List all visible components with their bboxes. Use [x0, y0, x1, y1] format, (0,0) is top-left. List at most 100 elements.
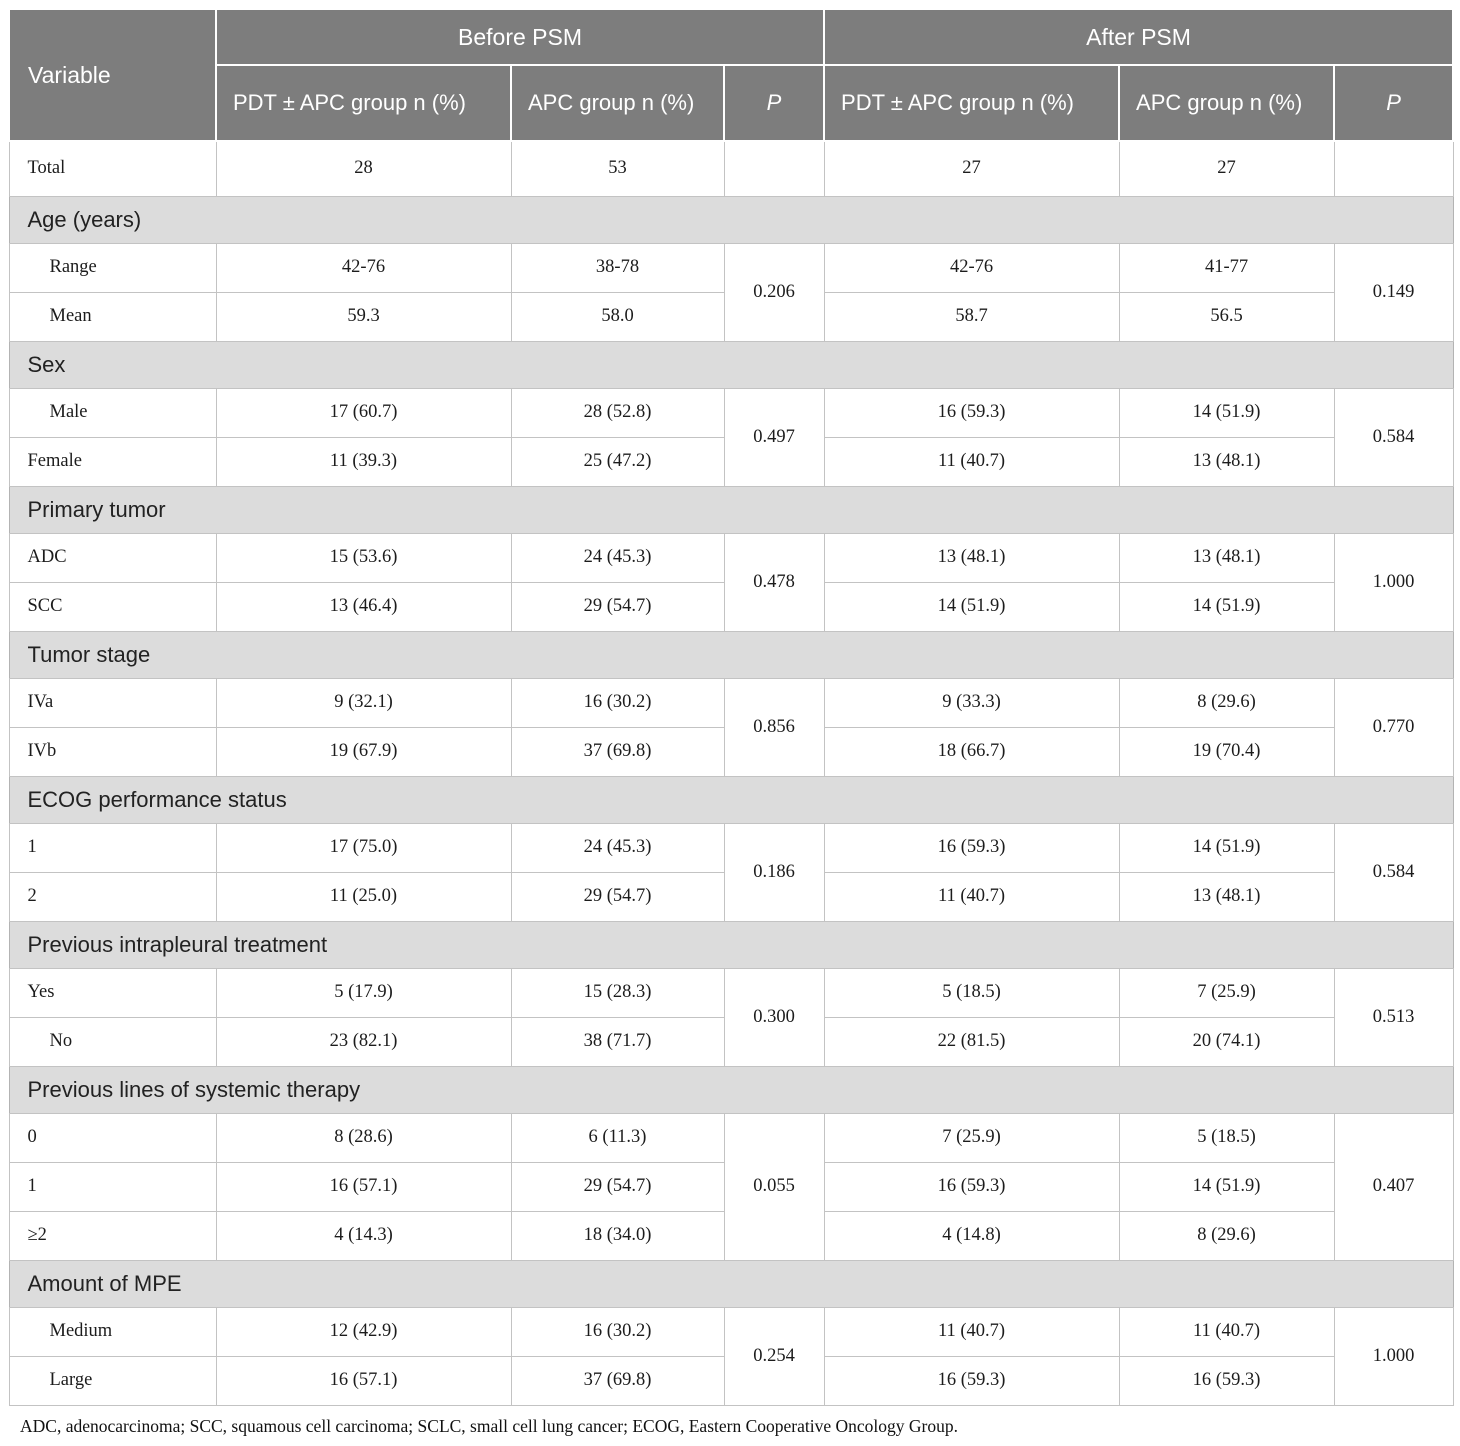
section-title: Primary tumor: [8, 485, 1454, 534]
value-cell: 5 (18.5): [823, 967, 1120, 1018]
row-label: Mean: [8, 291, 217, 342]
section-header-row: Amount of MPE: [8, 1259, 1454, 1308]
value-cell: 17 (75.0): [215, 822, 512, 873]
row-label: Yes: [8, 967, 217, 1018]
value-cell: 4 (14.3): [215, 1210, 512, 1261]
value-cell: 8 (28.6): [215, 1112, 512, 1163]
table-row: No 23 (82.1) 38 (71.7) 22 (81.5) 20 (74.…: [8, 1016, 1453, 1067]
value-cell: 19 (67.9): [215, 726, 512, 777]
value-cell: 7 (25.9): [1118, 967, 1335, 1018]
value-cell: 37 (69.8): [510, 726, 725, 777]
section-title: Previous intrapleural treatment: [8, 920, 1454, 969]
value-cell: 53: [510, 140, 725, 197]
row-label: 1: [8, 1161, 217, 1212]
section-header-row: ECOG performance status: [8, 775, 1454, 824]
value-cell: 29 (54.7): [510, 1161, 725, 1212]
row-label: Total: [8, 140, 217, 197]
value-cell: 11 (40.7): [823, 871, 1120, 922]
value-cell: 59.3: [215, 291, 512, 342]
p-value-cell: 0.770: [1333, 677, 1454, 777]
before-pdt-apc-column-header: PDT ± APC group n (%): [215, 64, 512, 142]
table-row: IVa 9 (32.1) 16 (30.2) 0.856 9 (33.3) 8 …: [8, 677, 1454, 777]
before-p-value-column-header: P: [722, 64, 826, 142]
value-cell: 11 (39.3): [215, 436, 512, 487]
value-cell: 24 (45.3): [510, 532, 725, 583]
value-cell: 28 (52.8): [510, 387, 725, 438]
p-value-cell: 0.856: [723, 677, 825, 777]
value-cell: 16 (57.1): [215, 1355, 512, 1406]
value-cell: 9 (33.3): [823, 677, 1120, 728]
value-cell: 14 (51.9): [1118, 581, 1335, 632]
section-header-row: Previous lines of systemic therapy: [8, 1065, 1454, 1114]
p-value-cell: [723, 140, 825, 197]
value-cell: 13 (48.1): [823, 532, 1120, 583]
value-cell: 5 (17.9): [215, 967, 512, 1018]
p-value-cell: 0.478: [723, 532, 825, 632]
after-apc-column-header: APC group n (%): [1118, 64, 1336, 142]
section-header-row: Sex: [8, 340, 1454, 389]
value-cell: 14 (51.9): [1118, 387, 1335, 438]
row-label: SCC: [8, 581, 217, 632]
row-label: IVb: [8, 726, 217, 777]
p-value-cell: 1.000: [1333, 532, 1454, 632]
value-cell: 14 (51.9): [1118, 822, 1335, 873]
value-cell: 9 (32.1): [215, 677, 512, 728]
after-p-value-column-header: P: [1333, 64, 1455, 142]
section-title: Previous lines of systemic therapy: [8, 1065, 1454, 1114]
value-cell: 42-76: [823, 242, 1120, 293]
value-cell: 11 (40.7): [1118, 1306, 1335, 1357]
value-cell: 23 (82.1): [215, 1016, 512, 1067]
value-cell: 16 (57.1): [215, 1161, 512, 1212]
table-row: 0 8 (28.6) 6 (11.3) 0.055 7 (25.9) 5 (18…: [8, 1112, 1454, 1261]
p-value-cell: 0.055: [723, 1112, 825, 1261]
p-value-cell: 0.584: [1333, 387, 1454, 487]
value-cell: 13 (46.4): [215, 581, 512, 632]
baseline-characteristics-table: Variable Before PSM After PSM PDT ± APC …: [8, 8, 1455, 1406]
p-value-cell: [1333, 140, 1454, 197]
p-value-cell: 0.584: [1333, 822, 1454, 922]
p-value-cell: 0.254: [723, 1306, 825, 1406]
p-value-cell: 0.513: [1333, 967, 1454, 1067]
section-title: Age (years): [8, 195, 1454, 244]
value-cell: 8 (29.6): [1118, 1210, 1335, 1261]
table-row: Yes 5 (17.9) 15 (28.3) 0.300 5 (18.5) 7 …: [8, 967, 1454, 1067]
value-cell: 11 (40.7): [823, 436, 1120, 487]
section-header-row: Previous intrapleural treatment: [8, 920, 1454, 969]
value-cell: 27: [823, 140, 1120, 197]
value-cell: 16 (59.3): [823, 1161, 1120, 1212]
row-label: Male: [8, 387, 217, 438]
value-cell: 13 (48.1): [1118, 532, 1335, 583]
table-row: 1 17 (75.0) 24 (45.3) 0.186 16 (59.3) 14…: [8, 822, 1454, 922]
after-psm-group-header: After PSM: [823, 8, 1455, 66]
value-cell: 24 (45.3): [510, 822, 725, 873]
p-value-cell: 1.000: [1333, 1306, 1454, 1406]
p-value-cell: 0.497: [723, 387, 825, 487]
row-label: ≥2: [8, 1210, 217, 1261]
variable-column-header: Variable: [8, 8, 217, 142]
section-title: Tumor stage: [8, 630, 1454, 679]
row-label: Medium: [8, 1306, 217, 1357]
value-cell: 15 (53.6): [215, 532, 512, 583]
table-row: 1 16 (57.1) 29 (54.7) 16 (59.3) 14 (51.9…: [8, 1161, 1453, 1212]
value-cell: 28: [215, 140, 512, 197]
value-cell: 4 (14.8): [823, 1210, 1120, 1261]
value-cell: 7 (25.9): [823, 1112, 1120, 1163]
value-cell: 29 (54.7): [510, 871, 725, 922]
value-cell: 37 (69.8): [510, 1355, 725, 1406]
value-cell: 15 (28.3): [510, 967, 725, 1018]
value-cell: 22 (81.5): [823, 1016, 1120, 1067]
before-psm-group-header: Before PSM: [214, 8, 826, 66]
value-cell: 58.0: [510, 291, 725, 342]
table-row: Female 11 (39.3) 25 (47.2) 11 (40.7) 13 …: [8, 436, 1453, 487]
value-cell: 13 (48.1): [1118, 871, 1335, 922]
value-cell: 38 (71.7): [510, 1016, 725, 1067]
row-label: 0: [8, 1112, 217, 1163]
row-label: 1: [8, 822, 217, 873]
value-cell: 29 (54.7): [510, 581, 725, 632]
value-cell: 18 (66.7): [823, 726, 1120, 777]
value-cell: 14 (51.9): [823, 581, 1120, 632]
section-header-row: Tumor stage: [8, 630, 1454, 679]
value-cell: 16 (59.3): [823, 387, 1120, 438]
section-title: ECOG performance status: [8, 775, 1454, 824]
